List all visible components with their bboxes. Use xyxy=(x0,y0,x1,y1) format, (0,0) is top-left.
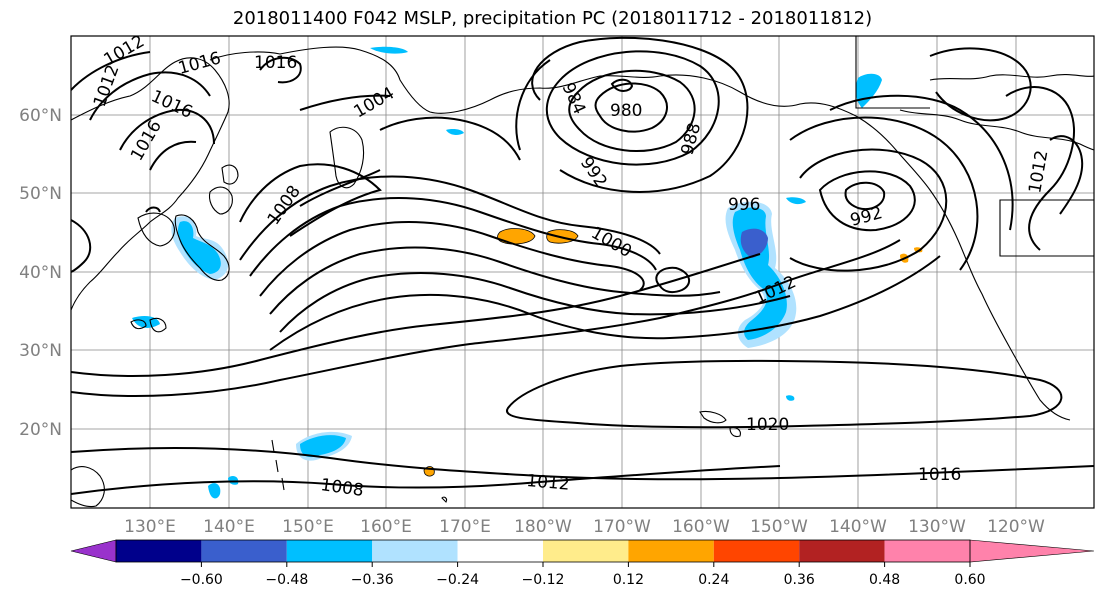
colorbar-tick-label: 0.24 xyxy=(698,572,729,588)
isobar-label: 1020 xyxy=(746,415,789,435)
lon-label: 130°E xyxy=(124,517,176,537)
colorbar-tick-label: −0.24 xyxy=(436,572,479,588)
lon-label: 150°W xyxy=(750,517,808,537)
lat-label: 20°N xyxy=(19,420,62,440)
isobars xyxy=(71,36,1094,495)
isobar-label: 1016 xyxy=(254,53,297,73)
lon-label: 130°W xyxy=(908,517,966,537)
isobar-label: 1012 xyxy=(526,471,571,495)
precip-shading xyxy=(132,46,882,499)
latitude-labels: 60°N 50°N 40°N 30°N 20°N xyxy=(19,106,62,440)
isobar-label: 1016 xyxy=(918,465,961,485)
colorbar-tick-label: 0.60 xyxy=(954,572,985,588)
lon-label: 140°W xyxy=(829,517,887,537)
map-frame xyxy=(70,35,1095,509)
colorbar-swatch xyxy=(543,540,629,562)
lon-label: 180°W xyxy=(514,517,572,537)
lon-label: 170°E xyxy=(439,517,491,537)
colorbar-swatch xyxy=(201,540,287,562)
colorbar: −0.60 −0.48 −0.36 −0.24 −0.12 0.12 0.24 … xyxy=(70,539,1095,588)
colorbar-swatch xyxy=(372,540,458,562)
lat-label: 40°N xyxy=(19,263,62,283)
lon-label: 120°W xyxy=(987,517,1045,537)
colorbar-swatch xyxy=(799,540,885,562)
colorbar-swatch xyxy=(884,540,970,562)
longitude-labels: 130°E 140°E 150°E 160°E 170°E 180°W 170°… xyxy=(124,517,1045,537)
lon-label: 150°E xyxy=(282,517,334,537)
colorbar-tick-label: 0.12 xyxy=(613,572,644,588)
lat-label: 30°N xyxy=(19,341,62,361)
colorbar-tick-label: −0.48 xyxy=(265,572,308,588)
colorbar-tick-label: 0.48 xyxy=(869,572,900,588)
colorbar-tick-label: −0.36 xyxy=(351,572,394,588)
colorbar-tick-label: −0.12 xyxy=(522,572,565,588)
colorbar-swatch xyxy=(713,540,800,562)
colorbar-swatch xyxy=(286,540,373,562)
lon-label: 170°W xyxy=(593,517,651,537)
lon-label: 140°E xyxy=(203,517,255,537)
map-title: 2018011400 F042 MSLP, precipitation PC (… xyxy=(232,8,873,29)
colorbar-tick-label: −0.60 xyxy=(180,572,223,588)
lat-label: 60°N xyxy=(19,106,62,126)
isobar-label: 980 xyxy=(610,101,642,121)
colorbar-swatch xyxy=(457,540,543,562)
colorbar-swatch xyxy=(628,540,714,562)
colorbar-tick-label: 0.36 xyxy=(784,572,815,588)
isobar-label: 996 xyxy=(728,195,760,215)
colorbar-extend-max xyxy=(969,539,1095,563)
colorbar-swatch xyxy=(116,540,202,562)
lon-label: 160°W xyxy=(672,517,730,537)
colorbar-extend-min xyxy=(70,539,117,563)
lat-label: 50°N xyxy=(19,184,62,204)
lon-label: 160°E xyxy=(360,517,412,537)
